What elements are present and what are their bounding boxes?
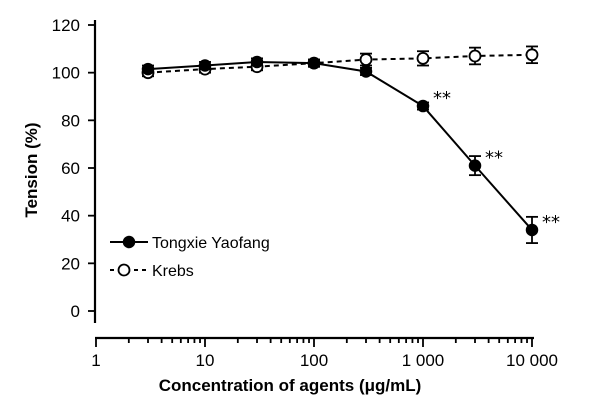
y-axis: 0 20 40 60 80 100 120 bbox=[52, 16, 97, 323]
x-axis: 1 10 100 1 000 10 000 bbox=[91, 336, 558, 370]
y-axis-title: Tension (%) bbox=[22, 122, 41, 217]
data-point bbox=[525, 223, 539, 237]
data-point bbox=[416, 99, 430, 113]
x-tick-label: 1 000 bbox=[402, 351, 445, 370]
x-axis-title: Concentration of agents (μg/mL) bbox=[159, 376, 422, 395]
x-tick-label: 100 bbox=[300, 351, 328, 370]
series-tongxie-yaofang bbox=[141, 55, 539, 244]
data-point bbox=[198, 59, 212, 72]
x-tick-label: 10 000 bbox=[506, 351, 558, 370]
data-point bbox=[141, 62, 155, 76]
x-ticks: 1 10 100 1 000 10 000 bbox=[91, 338, 558, 370]
significance-label: ** bbox=[485, 148, 503, 169]
significance-label: ** bbox=[433, 88, 451, 109]
data-point bbox=[525, 48, 539, 62]
legend-label-tongxie: Tongxie Yaofang bbox=[152, 235, 270, 252]
data-point bbox=[359, 65, 373, 78]
x-tick-label: 1 bbox=[91, 351, 100, 370]
y-ticks: 0 20 40 60 80 100 120 bbox=[52, 16, 95, 321]
legend-marker-tongxie bbox=[122, 235, 136, 249]
y-tick-label: 60 bbox=[61, 159, 80, 178]
data-point bbox=[359, 53, 373, 66]
data-point bbox=[468, 159, 482, 172]
x-tick-label: 10 bbox=[196, 351, 215, 370]
series-line bbox=[147, 53, 533, 74]
y-tick-label: 80 bbox=[61, 111, 80, 130]
data-point bbox=[416, 51, 430, 65]
y-tick-label: 100 bbox=[52, 64, 80, 83]
y-tick-label: 20 bbox=[61, 254, 80, 273]
significance-label: ** bbox=[542, 212, 560, 233]
legend: Tongxie Yaofang Krebs bbox=[110, 235, 270, 280]
y-tick-label: 0 bbox=[71, 302, 80, 321]
legend-marker-krebs bbox=[117, 263, 131, 277]
data-point bbox=[250, 55, 264, 69]
y-tick-label: 120 bbox=[52, 16, 80, 35]
annotation-layer: ** ** ** bbox=[433, 88, 560, 233]
data-point bbox=[307, 56, 321, 70]
series-line bbox=[147, 60, 533, 231]
series-layer bbox=[141, 45, 539, 244]
y-tick-label: 40 bbox=[61, 207, 80, 226]
legend-label-krebs: Krebs bbox=[152, 263, 194, 280]
data-point bbox=[468, 49, 482, 63]
